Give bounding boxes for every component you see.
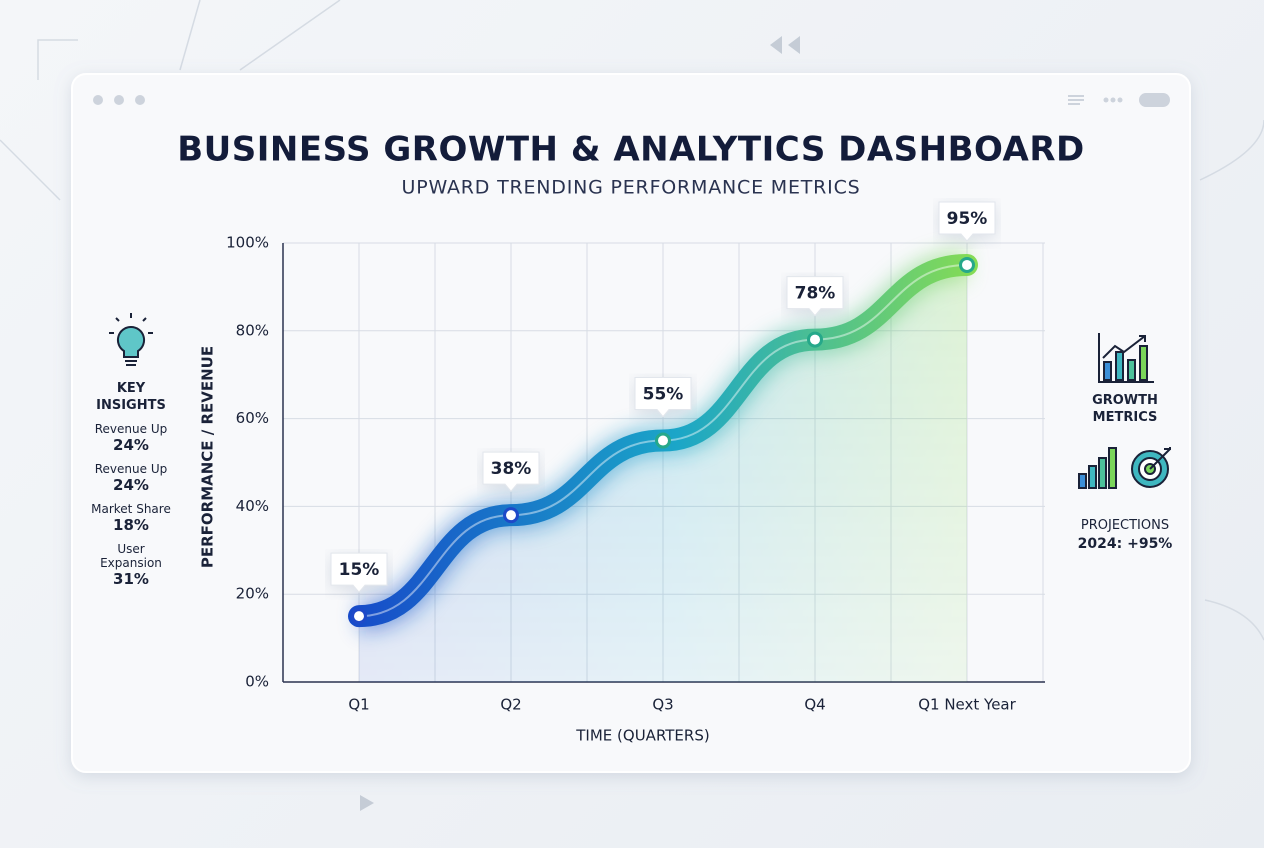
value-label-box	[482, 451, 540, 492]
left-icon	[109, 313, 153, 366]
point	[351, 608, 367, 625]
point	[655, 432, 671, 449]
insight-label: Revenue Up	[94, 422, 168, 436]
point	[959, 256, 975, 273]
value-label-box	[786, 276, 844, 317]
y-tick-label: 20%	[236, 585, 269, 603]
chart-title: BUSINESS GROWTH & ANALYTICS DASHBOARD	[177, 130, 1085, 170]
y-tick-label: 60%	[236, 409, 269, 427]
growth-panel: GROWTH METRICS PROJECTIONS 2024: +95%	[1070, 392, 1180, 552]
projection-label: PROJECTIONS	[1080, 518, 1170, 533]
value-label-box	[330, 552, 388, 593]
point	[807, 331, 823, 348]
value-label: 55%	[643, 385, 684, 405]
growth-title: GROWTH METRICS	[1092, 393, 1158, 425]
y-tick-label: 40%	[236, 497, 269, 515]
x-axis-label: TIME (QUARTERS)	[575, 727, 709, 745]
insight-value: 24%	[113, 476, 149, 494]
x-tick-label: Q3	[652, 696, 673, 714]
area	[359, 264, 967, 682]
insight-value: 18%	[113, 516, 149, 534]
y-tick-label: 80%	[236, 321, 269, 339]
value-label: 38%	[491, 459, 532, 479]
y-tick-label: 100%	[226, 234, 269, 252]
x-tick-label: Q2	[500, 696, 521, 714]
value-label-box	[634, 377, 692, 418]
x-tick-label: Q1	[348, 696, 369, 714]
insight-value: 31%	[113, 570, 149, 588]
value-label: 95%	[947, 209, 988, 229]
chart-subtitle: UPWARD TRENDING PERFORMANCE METRICS	[401, 177, 860, 199]
value-label: 78%	[795, 284, 836, 304]
x-tick-label: Q4	[804, 696, 825, 714]
insight-label: Market Share	[91, 502, 171, 516]
point	[503, 507, 519, 524]
insight-label: Revenue Up	[94, 462, 168, 476]
insight-value: 24%	[113, 436, 149, 454]
insights-title: KEY INSIGHTS	[96, 381, 166, 413]
window-controls	[93, 93, 1170, 107]
background-decor	[0, 0, 1264, 811]
insight-label: User Expansion	[100, 542, 162, 570]
projection-value: 2024: +95%	[1077, 536, 1173, 552]
value-label: 15%	[339, 560, 380, 580]
insights-panel: KEY INSIGHTS Revenue Up 24% Revenue Up 24% M…	[86, 380, 176, 588]
y-tick-label: 0%	[245, 673, 269, 691]
x-tick-label: Q1 Next Year	[918, 696, 1016, 714]
value-label-box	[938, 201, 996, 242]
y-axis-label: PERFORMANCE / REVENUE	[199, 346, 217, 568]
right-icons	[1078, 333, 1171, 489]
